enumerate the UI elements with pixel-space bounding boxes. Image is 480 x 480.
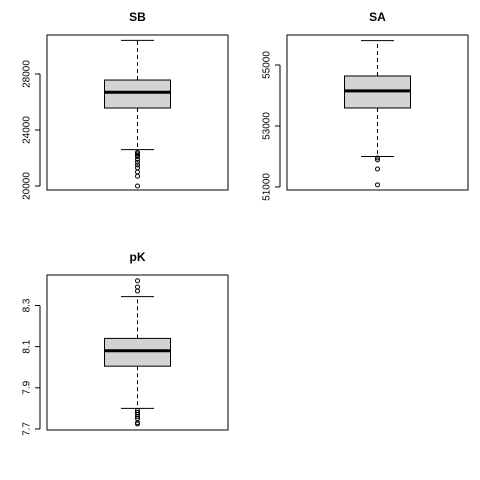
plot-frame: [286, 34, 469, 191]
panel: SB 20000 24000 28000: [22, 10, 229, 200]
y-tick-label: 7.7: [22, 422, 33, 436]
outlier: [135, 165, 140, 171]
outlier: [135, 173, 140, 179]
panel: pK 7.7 7.9 8.1 8.3: [22, 250, 229, 436]
outlier: [135, 183, 140, 189]
outlier: [375, 155, 380, 161]
outlier: [135, 169, 140, 175]
outlier: [135, 162, 140, 168]
chart-title: SB: [129, 10, 146, 24]
y-tick-label: 20000: [22, 172, 33, 200]
box: [104, 337, 171, 367]
chart-title: SA: [369, 10, 386, 24]
y-tick-label: 55000: [262, 51, 273, 79]
outlier: [135, 288, 140, 294]
y-tick-label: 24000: [22, 116, 33, 144]
outlier: [375, 182, 380, 188]
outlier: [375, 166, 380, 172]
outlier: [135, 421, 140, 427]
outlier: [135, 154, 140, 160]
outlier: [135, 278, 140, 284]
outlier: [135, 284, 140, 290]
outlier: [135, 156, 140, 162]
outlier: [135, 159, 140, 165]
panel: SA 51000 53000 55000: [262, 10, 469, 201]
plot-frame: [46, 274, 229, 431]
outlier: [375, 157, 380, 163]
y-tick-label: 28000: [22, 60, 33, 88]
y-tick-label: 51000: [262, 173, 273, 201]
y-tick-label: 8.1: [22, 339, 33, 353]
y-tick-label: 8.3: [22, 298, 33, 312]
box: [104, 79, 171, 109]
outlier: [135, 414, 140, 420]
y-tick-label: 7.9: [22, 380, 33, 394]
chart-title: pK: [130, 250, 146, 264]
y-tick-label: 53000: [262, 112, 273, 140]
plot-frame: [46, 34, 229, 191]
